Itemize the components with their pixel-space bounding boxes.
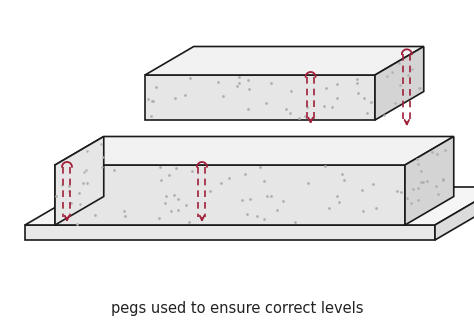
Polygon shape <box>405 137 454 225</box>
Polygon shape <box>55 137 104 225</box>
Polygon shape <box>145 75 375 120</box>
Polygon shape <box>55 137 454 165</box>
Polygon shape <box>435 187 474 240</box>
Polygon shape <box>145 46 424 75</box>
Polygon shape <box>55 165 405 225</box>
Polygon shape <box>25 187 474 225</box>
Polygon shape <box>375 46 424 120</box>
Text: pegs used to ensure correct levels: pegs used to ensure correct levels <box>111 300 363 316</box>
Polygon shape <box>25 225 435 240</box>
